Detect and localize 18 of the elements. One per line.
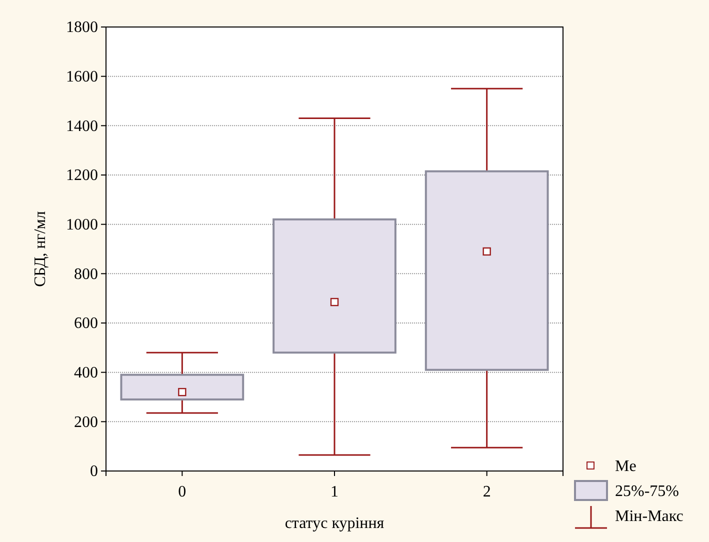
y-tick-label: 1200 (66, 167, 98, 184)
text: Me (615, 458, 636, 475)
y-tick-label: 200 (74, 414, 98, 431)
y-tick-label: 800 (74, 266, 98, 283)
x-tick-label: 1 (330, 484, 338, 501)
x-axis-title: статус куріння (284, 515, 385, 532)
y-axis-title: СБД, нг/мл (32, 211, 49, 287)
y-tick-label: 400 (74, 364, 98, 382)
y-tick-label: 0 (90, 463, 98, 480)
x-tick-label: 0 (178, 484, 186, 501)
x-tick-label: 2 (482, 484, 491, 501)
text: Мін-Макс (615, 508, 684, 525)
y-tick-label: 1000 (66, 216, 98, 234)
y-tick-label: 1800 (66, 19, 98, 36)
text: 25%-75% (615, 483, 679, 500)
y-tick-label: 1600 (66, 68, 98, 86)
y-tick-label: 600 (74, 315, 98, 332)
y-tick-label: 1400 (66, 118, 98, 135)
